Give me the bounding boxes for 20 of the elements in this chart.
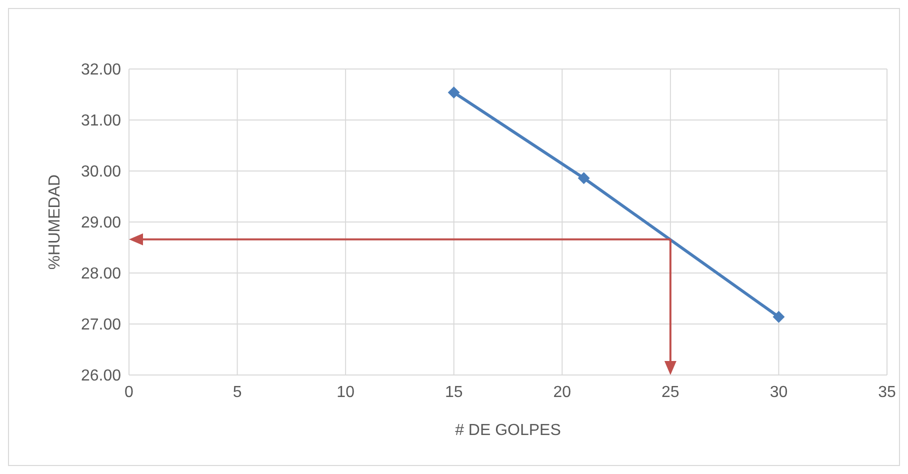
x-tick-label: 20	[553, 384, 572, 401]
x-tick-label: 10	[336, 384, 355, 401]
x-tick-label: 15	[444, 384, 463, 401]
x-tick-label: 35	[878, 384, 896, 401]
y-axis-title: %HUMEDAD	[46, 174, 64, 270]
y-tick-label: 29.00	[80, 214, 122, 232]
y-tick-label: 26.00	[80, 368, 122, 385]
point	[448, 86, 460, 98]
x-axis-title: # DE GOLPES	[455, 422, 561, 439]
x-tick-label: 25	[662, 384, 680, 401]
y-tick-label: 27.00	[80, 316, 122, 334]
x-tick-label: 5	[232, 384, 242, 401]
y-tick-label: 31.00	[80, 112, 122, 130]
y-tick-label: 32.00	[80, 62, 122, 79]
x-tick-label: 0	[124, 384, 134, 401]
x-tick-label: 30	[770, 384, 788, 401]
point	[578, 172, 590, 184]
point	[772, 310, 785, 323]
y-tick-label: 28.00	[80, 266, 122, 283]
y-tick-label: 30.00	[80, 164, 122, 181]
